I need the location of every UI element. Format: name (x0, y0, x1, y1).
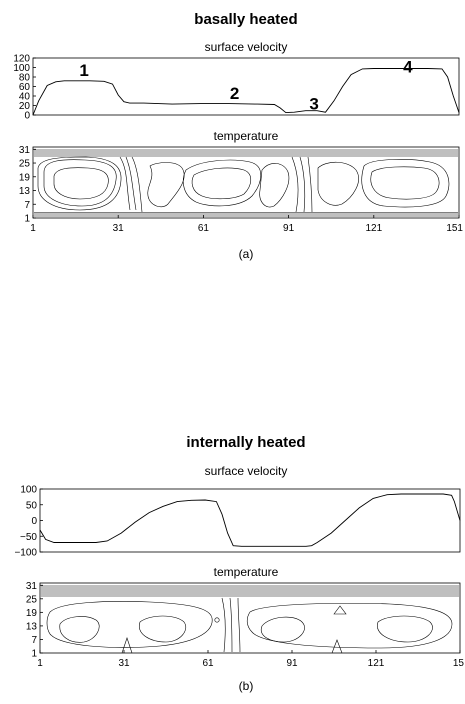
temperature-x-tick-label: 91 (286, 658, 298, 669)
panel-a-temperature-subtitle: temperature (214, 129, 279, 143)
region-marker-4: 4 (403, 58, 413, 77)
temperature-y-tick-label: 1 (31, 649, 37, 660)
panel-a-velocity-line (32, 68, 460, 116)
panel-b-velocity-frame (39, 488, 461, 553)
panel-b-temperature-x-axis: 1 31 61 91 121 15 (37, 650, 464, 669)
velocity-y-tick-label: 120 (13, 54, 30, 65)
panel-b-caption: (b) (239, 679, 254, 693)
panel-b-temperature-contours (41, 585, 459, 654)
panel-a-velocity-subtitle: surface velocity (205, 40, 288, 54)
velocity-y-tick-label: 0 (31, 516, 37, 527)
temperature-x-tick-label: 1 (30, 223, 36, 234)
velocity-y-tick-label: 0 (24, 111, 30, 122)
velocity-y-tick-label: −50 (20, 532, 37, 543)
temperature-y-tick-label: 7 (24, 200, 30, 211)
velocity-y-tick-label: 40 (19, 92, 31, 103)
temperature-y-tick-label: 19 (26, 608, 38, 619)
temperature-x-tick-label: 31 (118, 658, 130, 669)
temperature-x-tick-label: 1 (37, 658, 43, 669)
panel-a-region-markers: 1 2 3 4 (79, 58, 413, 114)
region-marker-2: 2 (230, 84, 239, 103)
temperature-y-tick-label: 7 (31, 635, 37, 646)
panel-a-velocity-frame (32, 57, 460, 116)
panel-b-velocity-line (39, 493, 461, 547)
temperature-x-tick-label: 31 (113, 223, 125, 234)
panel-a-temperature-frame (32, 146, 460, 219)
panel-b-title: internally heated (186, 434, 305, 451)
temperature-x-tick-label: 121 (368, 658, 385, 669)
velocity-y-tick-label: 20 (19, 101, 31, 112)
temperature-x-tick-label: 61 (198, 223, 210, 234)
temperature-y-tick-label: 1 (24, 214, 30, 225)
velocity-y-tick-label: −100 (14, 548, 37, 559)
velocity-y-tick-label: 100 (13, 63, 30, 74)
velocity-y-tick-label: 80 (19, 73, 31, 84)
panel-a-temperature-contours (34, 149, 458, 217)
panel-a-caption: (a) (239, 247, 254, 261)
panel-b-velocity-y-axis: 100 50 0 −50 −100 (14, 485, 43, 559)
temperature-y-tick-label: 31 (19, 145, 31, 156)
temperature-y-tick-label: 13 (19, 186, 31, 197)
velocity-y-tick-label: 50 (26, 500, 38, 511)
temperature-x-tick-label: 15 (453, 658, 465, 669)
temperature-y-tick-label: 25 (26, 594, 38, 605)
temperature-x-tick-label: 121 (365, 223, 382, 234)
panel-a-title: basally heated (194, 11, 297, 28)
panel-a-temperature-x-axis: 1 31 61 91 121 151 (30, 215, 463, 234)
temperature-x-tick-label: 151 (446, 223, 463, 234)
velocity-y-tick-label: 100 (20, 485, 37, 496)
panel-a: basally heated surface velocity 12010080… (13, 11, 463, 261)
panel-b-velocity-subtitle: surface velocity (205, 464, 288, 478)
panel-b-temperature-subtitle: temperature (214, 565, 279, 579)
panel-b: internally heated surface velocity 100 50… (14, 434, 464, 693)
panel-b-temperature-frame (39, 582, 461, 654)
velocity-y-tick-label: 60 (19, 82, 31, 93)
temperature-y-tick-label: 31 (26, 581, 38, 592)
temperature-y-tick-label: 13 (26, 621, 38, 632)
panel-b-temperature-y-axis: 31 25 19 13 7 1 (26, 581, 43, 660)
temperature-y-tick-label: 25 (19, 159, 31, 170)
region-marker-3: 3 (309, 94, 318, 113)
temperature-x-tick-label: 61 (202, 658, 214, 669)
temperature-x-tick-label: 91 (283, 223, 295, 234)
panel-a-temperature-y-axis: 31 25 19 13 7 1 (19, 145, 36, 225)
temperature-y-tick-label: 19 (19, 172, 31, 183)
region-marker-1: 1 (79, 61, 88, 80)
